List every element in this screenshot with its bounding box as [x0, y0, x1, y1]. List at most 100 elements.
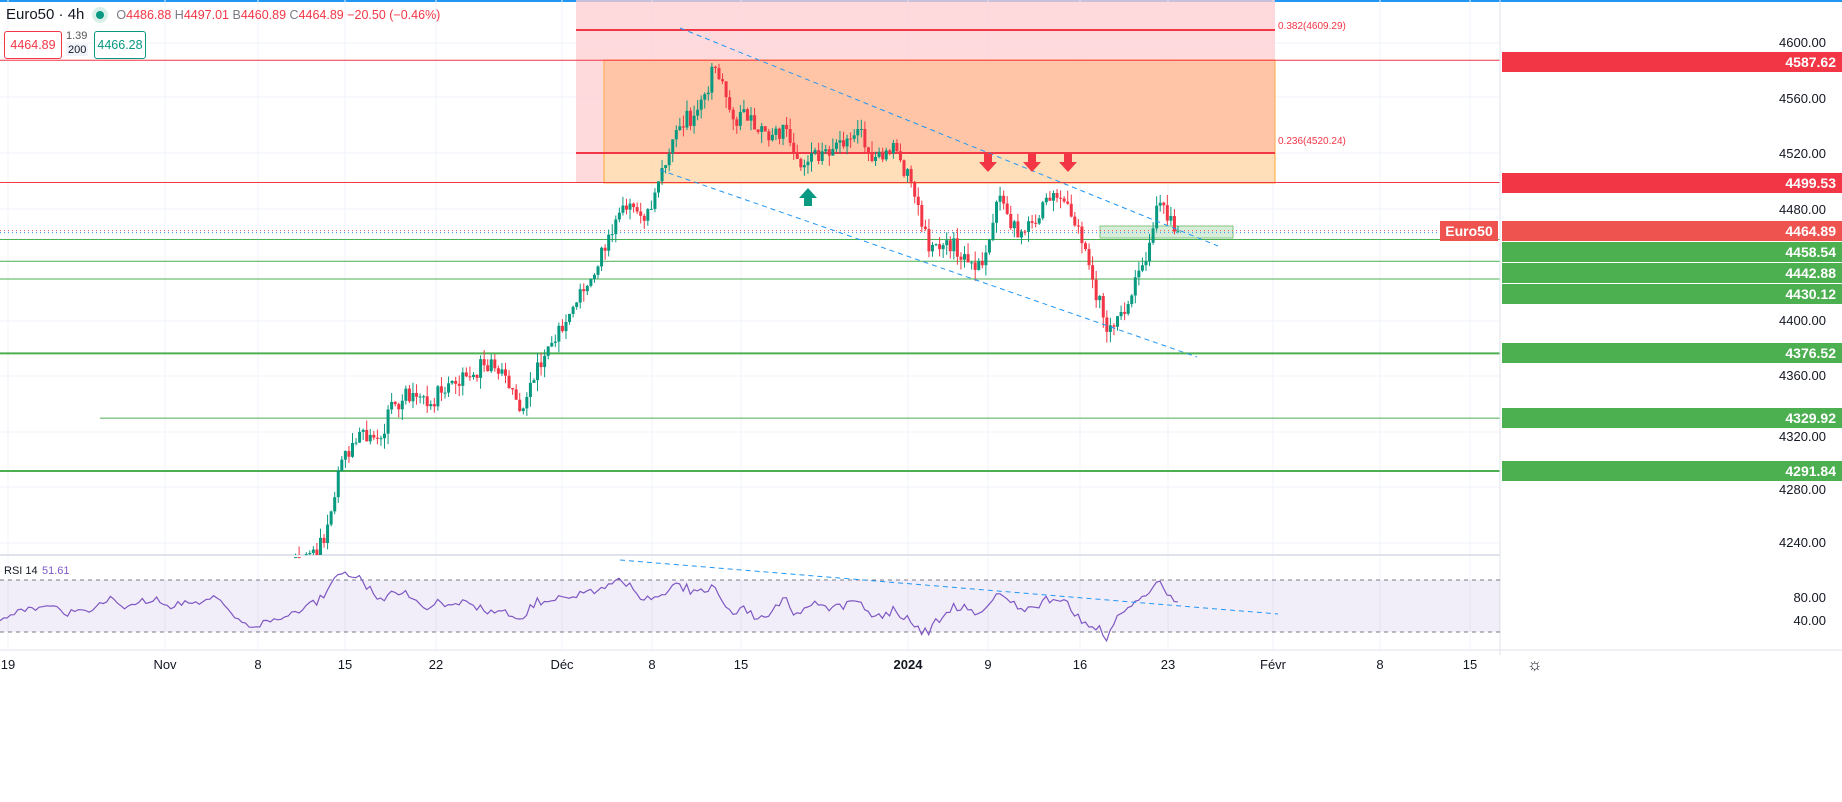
change-value: −20.50 (−0.46%): [347, 7, 441, 22]
candle-body: [927, 229, 931, 252]
candle-body: [753, 115, 757, 130]
candle-body: [632, 203, 636, 208]
rsi-line: [0, 571, 1178, 643]
candle-body: [948, 240, 952, 252]
candle-body: [1140, 265, 1144, 271]
time-tick: 23: [1160, 657, 1176, 672]
price-tick: 4320.00: [1779, 429, 1826, 445]
symbol-title[interactable]: Euro50 · 4h: [6, 6, 85, 23]
candle-body: [315, 549, 319, 555]
price-tick: 4600.00: [1779, 35, 1826, 50]
candle-body: [1133, 277, 1137, 296]
candle-body: [553, 341, 557, 343]
candle-body: [564, 321, 568, 332]
candle-body: [397, 404, 401, 410]
candle-body: [1101, 296, 1105, 318]
symbol-legend: Euro50 · 4h O4486.88 H4497.01 B4460.89 C…: [6, 6, 440, 23]
candle-body: [1069, 203, 1073, 217]
candle-body: [653, 192, 657, 209]
candle-body: [859, 129, 863, 131]
candle-body: [511, 387, 515, 390]
candle-body: [795, 152, 799, 159]
close-label: C: [289, 7, 299, 22]
candle-body: [308, 552, 312, 555]
candle-body: [543, 355, 547, 368]
candle-body: [703, 94, 707, 100]
symbol-price-tag: Euro50: [1440, 220, 1498, 241]
candle-body: [550, 342, 554, 347]
candle-body: [383, 433, 387, 439]
time-tick: 8: [648, 657, 656, 672]
candle-body: [898, 151, 902, 161]
candle-body: [699, 99, 703, 110]
candle-body: [664, 165, 668, 168]
candle-body: [916, 196, 920, 206]
sell-signal-arrow-icon: [1059, 154, 1077, 172]
buy-button[interactable]: 4466.28: [94, 31, 146, 59]
candle-body: [863, 129, 867, 148]
candle-body: [706, 92, 710, 95]
candle-body: [980, 261, 984, 266]
price-tag-value: 4430.12: [1785, 285, 1836, 302]
candle-body: [877, 151, 881, 157]
candle-body: [849, 138, 853, 140]
open-label: O: [116, 7, 127, 22]
candle-body: [792, 142, 796, 153]
candle-body: [454, 380, 458, 384]
settings-gear-icon[interactable]: ☼: [1527, 655, 1543, 674]
candle-body: [895, 143, 899, 152]
candle-body: [1158, 202, 1162, 206]
candle-body: [375, 437, 379, 439]
candle-body: [1137, 270, 1141, 278]
candle-body: [596, 266, 600, 275]
fib-level-label: 0.382(4609.29): [1278, 21, 1346, 32]
candle-body: [649, 208, 653, 210]
candle-body: [977, 261, 981, 270]
candle-body: [998, 195, 1002, 202]
price-tag-value: 4376.52: [1785, 345, 1836, 362]
high-label: H: [174, 7, 184, 22]
candle-body: [866, 147, 870, 153]
price-tag: 4291.84: [1502, 461, 1842, 481]
candle-body: [621, 205, 625, 213]
time-tick: 9: [984, 657, 992, 672]
candle-body: [831, 148, 835, 156]
sell-signal-arrow-icon: [979, 154, 997, 172]
candle-body: [1151, 228, 1155, 243]
open-value: 4486.88: [126, 7, 172, 22]
candle-body: [461, 372, 465, 386]
price-tick: 4520.00: [1779, 146, 1826, 162]
price-tag-value: 4329.92: [1785, 410, 1836, 427]
candle-body: [966, 254, 970, 263]
candle-body: [592, 274, 596, 280]
candle-body: [365, 429, 369, 442]
candle-body: [358, 431, 362, 443]
candle-body: [400, 400, 404, 410]
candle-body: [439, 386, 443, 393]
time-tick: Déc: [550, 657, 574, 672]
candle-body: [713, 66, 717, 68]
candle-body: [923, 226, 927, 230]
candle-body: [500, 369, 504, 374]
rsi-value: 51.61: [42, 565, 70, 577]
candle-body: [973, 262, 977, 270]
candle-body: [479, 359, 483, 378]
candle-body: [422, 396, 426, 398]
candle-body: [1172, 216, 1176, 232]
candle-body: [457, 383, 461, 386]
candle-body: [938, 244, 942, 250]
fib-level-label: 0.236(4520.24): [1278, 136, 1346, 147]
quantity-input[interactable]: 200: [66, 44, 89, 56]
candle-body: [955, 238, 959, 257]
candle-body: [468, 376, 472, 378]
sell-button[interactable]: 4464.89: [4, 31, 62, 59]
candle-body: [329, 511, 333, 525]
candle-body: [464, 372, 468, 377]
candle-body: [333, 497, 337, 512]
candle-body: [340, 459, 344, 471]
candle-body: [810, 153, 814, 162]
candle-body: [557, 325, 561, 342]
candle-body: [628, 203, 632, 210]
candle-body: [1080, 226, 1084, 244]
